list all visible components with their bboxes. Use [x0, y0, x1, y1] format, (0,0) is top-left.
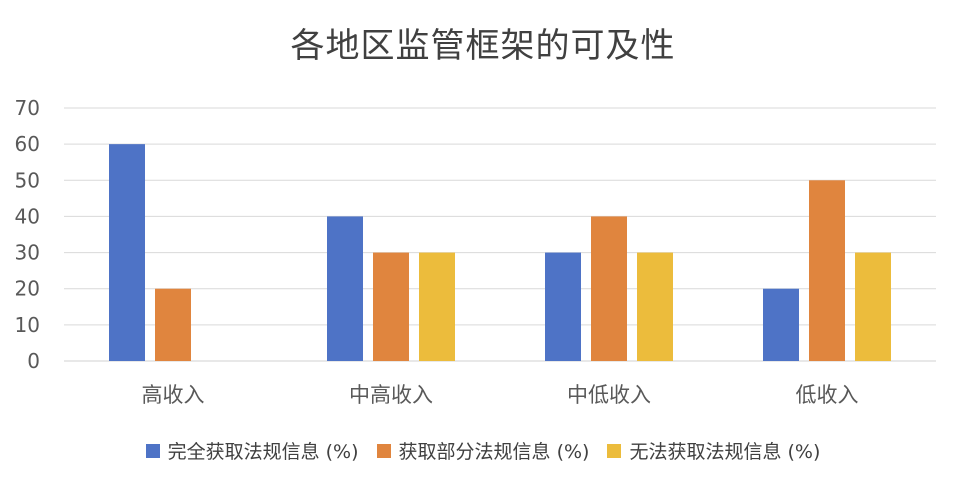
- y-tick-label-50: 50: [15, 168, 40, 192]
- chart-title: 各地区监管框架的可及性: [290, 26, 676, 66]
- legend-label-full-access: 完全获取法规信息 (%): [167, 441, 359, 463]
- bar-2-2: [637, 252, 673, 361]
- x-tick-label-2: 中低收入: [567, 383, 651, 407]
- legend-item-no-access: 无法获取法规信息 (%): [607, 437, 820, 464]
- legend-item-full-access: 完全获取法规信息 (%): [145, 437, 359, 464]
- y-tick-label-10: 10: [15, 313, 40, 337]
- y-tick-label-60: 60: [15, 132, 40, 156]
- bar-1-1: [373, 252, 409, 361]
- legend-label-no-access: 无法获取法规信息 (%): [629, 441, 821, 463]
- legend-item-partial-access: 获取部分法规信息 (%): [376, 437, 590, 464]
- bar-0-0: [109, 144, 145, 361]
- legend: 完全获取法规信息 (%) 获取部分法规信息 (%) 无法获取法规信息 (%): [0, 437, 966, 464]
- x-tick-label-1: 中高收入: [349, 383, 433, 407]
- legend-swatch-partial-access: [376, 443, 391, 458]
- legend-swatch-full-access: [145, 443, 160, 458]
- legend-swatch-no-access: [607, 443, 622, 458]
- bar-3-1: [809, 180, 845, 361]
- bar-0-1: [155, 288, 191, 361]
- y-tick-label-70: 70: [15, 96, 40, 120]
- y-tick-label-40: 40: [15, 204, 40, 228]
- x-tick-label-0: 高收入: [142, 383, 205, 407]
- y-tick-label-20: 20: [15, 277, 40, 301]
- bar-2-0: [545, 252, 581, 361]
- bar-1-2: [419, 252, 455, 361]
- y-tick-label-30: 30: [15, 241, 40, 265]
- bar-3-2: [855, 252, 891, 361]
- bar-3-0: [763, 288, 799, 361]
- legend-label-partial-access: 获取部分法规信息 (%): [398, 441, 590, 463]
- bar-2-1: [591, 216, 627, 361]
- y-tick-label-0: 0: [27, 349, 40, 373]
- bar-1-0: [327, 216, 363, 361]
- x-tick-label-3: 低收入: [796, 383, 859, 407]
